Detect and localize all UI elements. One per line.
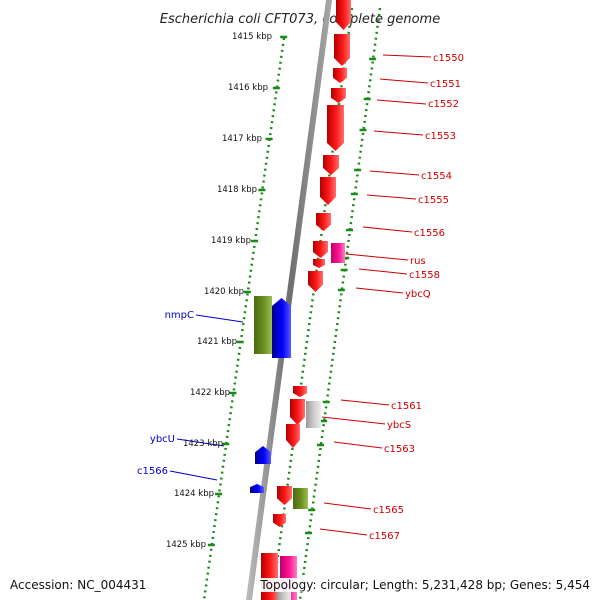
ruler-label-1421: 1421 kbp [197,337,237,347]
gene-olive-block-nmpC [254,296,272,354]
ruler-label-1424: 1424 kbp [174,489,214,499]
gene-c1551-arrow [333,68,347,83]
gene-c1561-arrow [290,399,305,425]
leader-c1566 [169,470,218,481]
ruler-label-1425: 1425 kbp [166,540,206,550]
leader-c1550 [382,54,432,58]
gene-c1554-arrow [323,155,339,175]
leader-c1555 [366,194,417,200]
gene-label-c1558[interactable]: c1558 [409,270,440,281]
gene-label-c1551[interactable]: c1551 [430,79,461,90]
ruler-label-1423: 1423 kbp [183,439,223,449]
gene-ybcS-block [306,401,321,428]
leader-c1554 [369,170,420,176]
ruler-label-1419: 1419 kbp [211,236,251,246]
gene-c1552-arrow [331,88,346,103]
gene-c1558-arrow [313,259,325,268]
gene-c1566-arrow [250,484,264,493]
gene-label-c1550[interactable]: c1550 [433,53,464,64]
leader-c1556 [362,226,413,233]
map-title: Escherichia coli CFT073, complete genome [160,12,440,27]
gene-label-c1552[interactable]: c1552 [428,99,459,110]
gene-rus-arrow [313,241,328,258]
ruler-label-1417: 1417 kbp [222,134,262,144]
leader-c1552 [376,99,427,105]
gene-c1563-arrow [286,424,300,448]
gene-label-c1567[interactable]: c1567 [369,531,400,542]
leader-ybcU [176,438,225,447]
leader-nmpC [195,314,244,323]
leader-ybcS [321,416,386,425]
gene-label-c1553[interactable]: c1553 [425,131,456,142]
ruler-label-1415: 1415 kbp [232,32,272,42]
gene-c1561a-arrow [293,386,307,397]
leader-c1558 [358,268,408,275]
leader-c1565 [323,502,372,510]
gene-c1553-arrow [327,105,344,151]
ruler-ticks [207,35,377,547]
label-leader-lines [169,54,432,536]
gene-label-c1563[interactable]: c1563 [384,444,415,455]
gene-label-c1556[interactable]: c1556 [414,228,445,239]
gene-label-ybcU[interactable]: ybcU [150,434,175,445]
ruler-label-1422: 1422 kbp [190,388,230,398]
gene-label-nmpC[interactable]: nmpC [165,310,194,321]
gene-label-ybcS[interactable]: ybcS [387,420,411,431]
leader-c1561 [340,399,390,406]
gene-c1555-arrow [320,177,336,205]
gene-bottom-red-block [261,553,278,600]
gene-c1550b-arrow [334,34,350,66]
gene-bottom-grey-block [277,590,291,600]
gene-c1550-arrow [336,0,351,30]
leader-c1553 [373,130,424,136]
ruler-label-1420: 1420 kbp [204,287,244,297]
ruler-label-1416: 1416 kbp [228,83,268,93]
gene-nmpC-arrow [272,298,291,358]
gene-label-c1565[interactable]: c1565 [373,505,404,516]
gene-ybcQ-arrow [308,271,323,292]
genome-summary-text: Topology: circular; Length: 5,231,428 bp… [258,578,592,592]
leader-c1567 [319,528,368,536]
leader-c1551 [379,78,429,84]
gene-c1565-arrow [277,486,292,505]
gene-label-c1561[interactable]: c1561 [391,401,422,412]
gene-label-c1554[interactable]: c1554 [421,171,452,182]
gene-label-ybcQ[interactable]: ybcQ [405,289,431,300]
leader-ybcQ [355,287,404,294]
ruler-label-1418: 1418 kbp [217,185,257,195]
gene-label-c1566[interactable]: c1566 [137,466,168,477]
gene-c1567-arrow [273,514,286,527]
left-ruler-line [202,37,286,600]
leader-c1563 [333,441,383,449]
leader-rus [345,253,409,261]
gene-label-c1555[interactable]: c1555 [418,195,449,206]
accession-text: Accession: NC_004431 [8,578,149,592]
gene-c1556-arrow [316,213,331,231]
gene-ybcU-arrow [255,446,271,464]
gene-olive-block-2 [293,488,308,509]
gene-features [250,0,351,600]
gene-label-rus[interactable]: rus [410,256,426,267]
gene-magenta-block-1 [331,243,345,263]
